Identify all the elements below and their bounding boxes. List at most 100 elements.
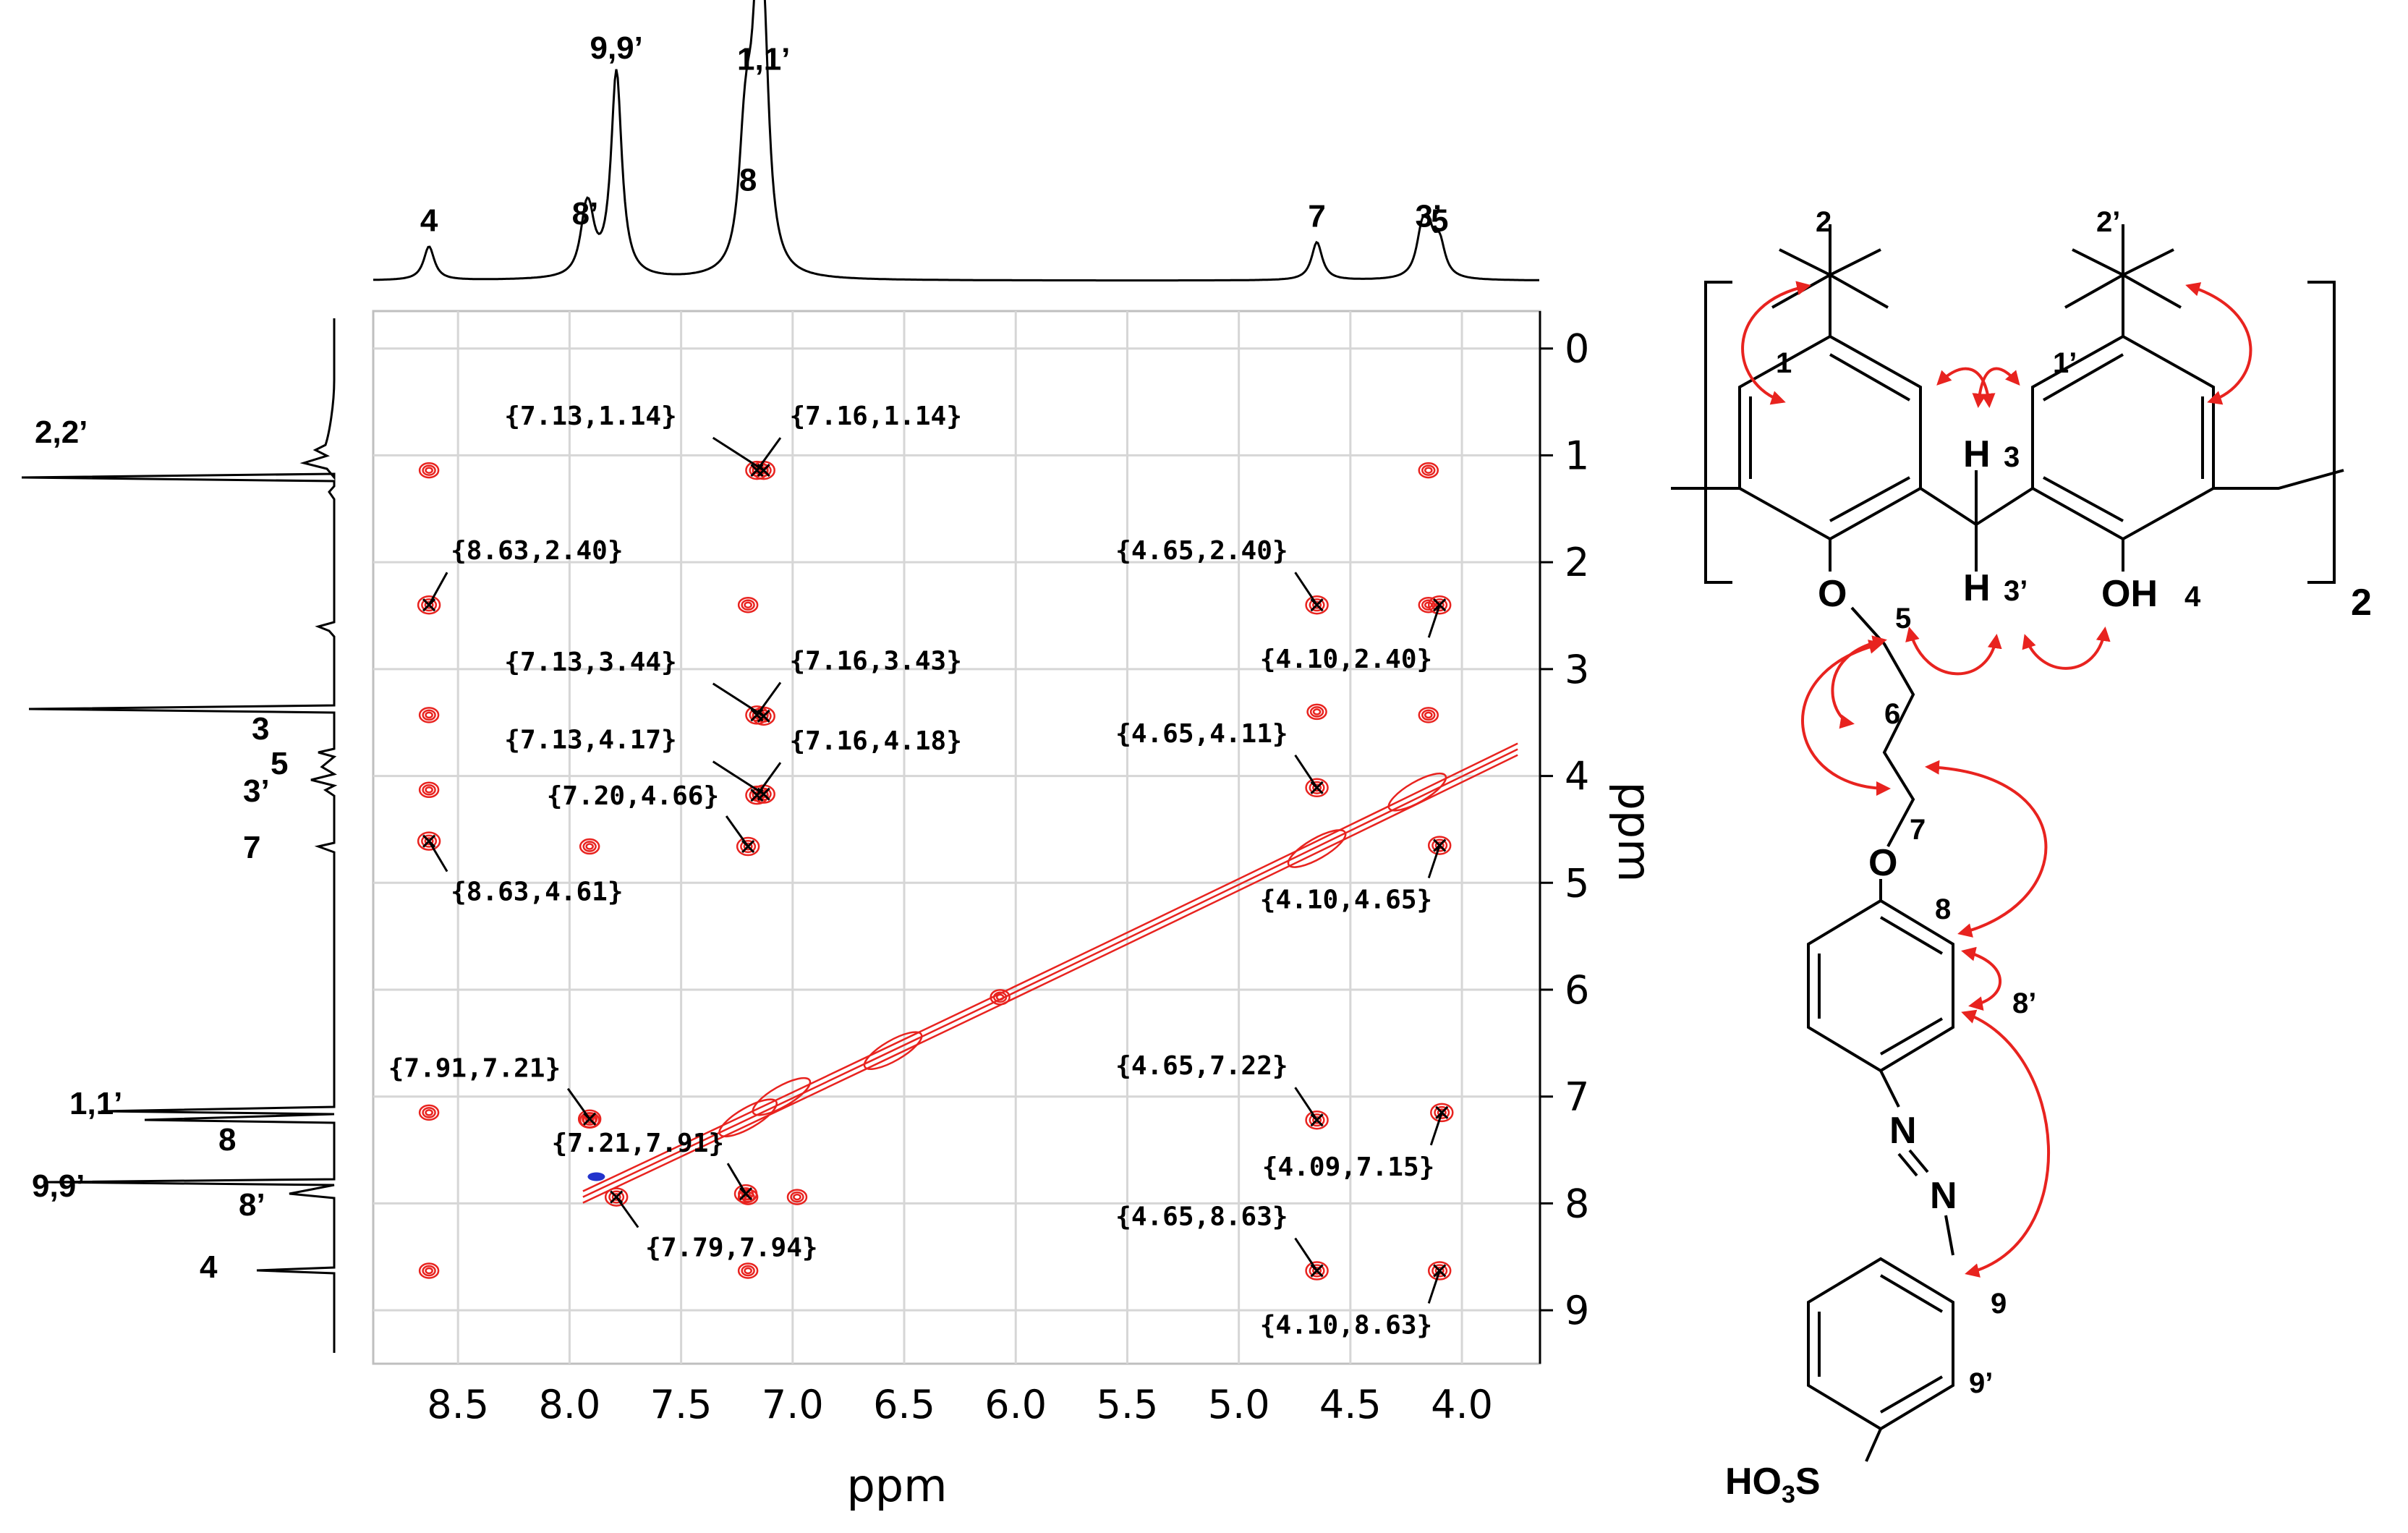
cross-peak-marker: [1310, 598, 1324, 612]
cross-peak-annotation: {7.13,4.17}: [504, 726, 770, 801]
cross-peak-contour: [733, 1184, 758, 1204]
cross-peak-label: {7.16,1.14}: [789, 402, 961, 431]
annotation-leader: [1427, 604, 1441, 638]
side-label-3prime: 3’: [243, 773, 270, 809]
cross-peak-marker: [422, 598, 436, 612]
noe-arrow-8-8prime: [1961, 946, 2001, 1011]
cross-peak-marker: [741, 839, 755, 854]
position-label-9: 9: [1991, 1288, 2007, 1320]
top-peak-label: 4: [420, 203, 438, 239]
side-label-8prime: 8’: [239, 1187, 265, 1223]
cross-peak-marker: [1433, 1264, 1447, 1278]
noe-arrow-1prime-3: [1972, 367, 2020, 408]
side-label-9-9prime: 9,9’: [32, 1168, 85, 1204]
cross-peak-annotation: {7.13,1.14}: [504, 402, 770, 477]
cross-peak-annotation: {7.16,3.43}: [750, 646, 962, 722]
contour-peak: [786, 1189, 808, 1205]
cross-peak-annotation: {7.79,7.94}: [610, 1190, 818, 1263]
x-axis-ticks: 8.5 8.0 7.5 7.0 6.5 6.0 5.5 5.0 4.5 4.0: [427, 1382, 1493, 1427]
cross-peak-marker: [739, 1187, 753, 1201]
cross-peak-annotation: {8.63,4.61}: [422, 834, 624, 907]
side-label-2-2prime: 2,2’: [35, 415, 88, 450]
x-tick-label: 5.5: [1096, 1382, 1158, 1427]
cross-peak-annotation: {4.65,2.40}: [1115, 536, 1324, 612]
annotation-leader: [726, 1163, 747, 1194]
cross-peak-contour: [745, 705, 769, 725]
contour-peak: [579, 838, 600, 855]
position-label-6: 6: [1884, 698, 1900, 730]
cross-peak-contour: [1305, 595, 1329, 615]
contour-peak: [1418, 707, 1439, 723]
cross-peak-contour: [417, 831, 441, 851]
contour-peak: [737, 1262, 759, 1279]
cross-peak-label: {7.21,7.91}: [552, 1129, 724, 1158]
x-tick-label: 6.5: [873, 1382, 935, 1427]
position-label-3: 3: [2004, 441, 2020, 473]
y-tick-label: 0: [1565, 326, 1589, 372]
cross-peak-marker: [610, 1190, 624, 1204]
x-tick-label: 6.0: [984, 1382, 1047, 1427]
top-peak-label: 5: [1431, 203, 1448, 239]
cross-peak-label: {7.13,3.44}: [504, 647, 676, 677]
top-spectrum-trace: [373, 0, 1539, 282]
annotation-leader: [427, 572, 448, 606]
cross-peak-contour: [1427, 836, 1452, 855]
cross-peak-contour: [745, 785, 769, 805]
x-tick-label: 8.0: [538, 1382, 600, 1427]
cross-peak-annotation: {4.09,7.15}: [1262, 1105, 1449, 1182]
structure-labels: H H O OH O N N HO3S 2 1 1’ 2 2’ 3 3’ 4 5…: [1725, 206, 2372, 1508]
x-axis-label: ppm: [846, 1459, 947, 1512]
cross-peak-annotation: {7.16,4.18}: [750, 726, 962, 802]
atom-n1: N: [1889, 1110, 1917, 1152]
y-tick-label: 1: [1565, 433, 1589, 478]
cross-peak-label: {4.65,4.11}: [1115, 719, 1288, 749]
position-label-8: 8: [1935, 893, 1951, 925]
cross-peak-label: {4.65,8.63}: [1115, 1202, 1288, 1231]
noe-arrow-5-3prime: [1905, 627, 2002, 676]
side-spectrum-trace: [21, 318, 338, 1353]
atom-o-upper: O: [1818, 573, 1847, 615]
side-spectrum: 2,2’ 3 5 3’ 7 1,1’ 8 9,9’ 8’ 4: [21, 318, 338, 1353]
position-label-5: 5: [1895, 603, 1911, 634]
cross-peak-contour: [417, 595, 441, 615]
negative-contour: [587, 1172, 605, 1181]
phenoxy-ring: [1807, 899, 1954, 1073]
position-label-2prime: 2’: [2096, 206, 2120, 238]
position-label-2: 2: [1816, 206, 1831, 238]
contour-peak: [418, 707, 440, 723]
y-tick-label: 3: [1565, 647, 1589, 692]
y-tick-label: 4: [1565, 754, 1589, 799]
cross-peak-label: {7.16,4.18}: [789, 726, 961, 756]
annotation-leader: [1429, 1112, 1443, 1146]
position-label-8prime: 8’: [2012, 988, 2036, 1019]
x-tick-label: 5.0: [1208, 1382, 1270, 1427]
cross-peak-label: {8.63,4.61}: [451, 878, 623, 907]
position-label-7: 7: [1910, 814, 1926, 846]
annotation-leader: [712, 436, 765, 472]
cross-peak-label: {4.10,8.63}: [1260, 1310, 1432, 1340]
side-label-3: 3: [252, 711, 269, 747]
contour-peak: [418, 462, 440, 479]
noe-arrow-1-2: [1741, 281, 1811, 405]
contour-peak: [418, 781, 440, 799]
cross-peak-marker: [1433, 598, 1447, 612]
contour-peak: [1306, 703, 1327, 721]
cross-peak-marker: [750, 708, 764, 722]
cross-peak-label: {7.79,7.94}: [645, 1233, 817, 1263]
cross-peak-annotation: {7.13,3.44}: [504, 647, 770, 723]
atom-n2: N: [1930, 1175, 1957, 1217]
x-tick-label: 4.5: [1319, 1382, 1382, 1427]
side-label-1-1prime: 1,1’: [69, 1086, 122, 1121]
annotation-leader: [1294, 754, 1318, 789]
side-label-7: 7: [243, 830, 260, 865]
annotation-leader: [1294, 1237, 1318, 1272]
cross-peak-label: {7.13,4.17}: [504, 726, 676, 755]
x-tick-label: 7.0: [762, 1382, 824, 1427]
cross-peak-annotation: {4.65,8.63}: [1115, 1202, 1324, 1278]
cross-peak-marker: [1310, 781, 1324, 794]
cross-peak-marker: [422, 834, 436, 848]
cross-peak-label: {4.10,2.40}: [1260, 645, 1432, 674]
top-peak-label: 9,9’: [590, 30, 642, 66]
cross-peak-annotation: {4.10,8.63}: [1260, 1264, 1447, 1340]
